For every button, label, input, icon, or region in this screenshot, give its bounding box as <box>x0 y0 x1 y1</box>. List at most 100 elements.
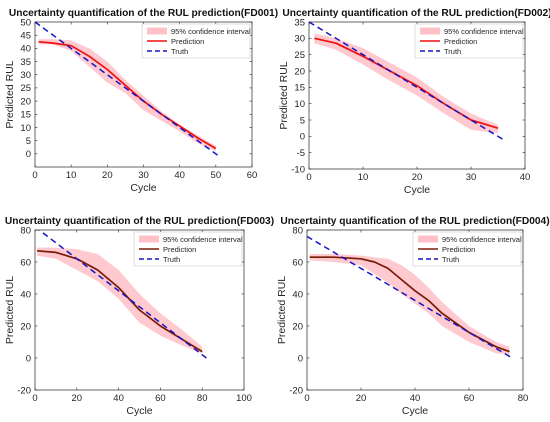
y-axis-label: Predicted RUL <box>4 276 16 344</box>
x-tick-label: 0 <box>306 172 311 183</box>
y-tick-label: 60 <box>20 257 31 268</box>
y-tick-label: 0 <box>26 353 31 364</box>
y-tick-label: 5 <box>300 115 305 126</box>
x-tick-label: 10 <box>66 170 77 181</box>
x-tick-label: 80 <box>197 393 208 404</box>
truth-line <box>35 22 220 158</box>
y-tick-label: 15 <box>20 110 31 121</box>
y-tick-label: 50 <box>20 17 31 28</box>
chart-title: Uncertainty quantification of the RUL pr… <box>5 216 274 227</box>
y-tick-label: 40 <box>292 289 303 300</box>
x-tick-label: 40 <box>174 170 185 181</box>
y-tick-label: 30 <box>20 70 31 81</box>
x-tick-label: 40 <box>113 393 124 404</box>
legend-label: Truth <box>171 47 188 56</box>
confidence-band <box>38 39 216 152</box>
y-tick-label: -10 <box>291 164 305 175</box>
x-axis-label: Cycle <box>402 405 428 417</box>
y-tick-label: 20 <box>20 321 31 332</box>
plot-series <box>309 22 504 141</box>
y-tick-label: 45 <box>20 30 31 41</box>
plot-series <box>37 230 207 359</box>
legend-swatch-band <box>420 27 440 35</box>
x-tick-label: 0 <box>304 393 309 404</box>
y-tick-label: 80 <box>292 225 303 236</box>
y-tick-label: 30 <box>294 34 305 45</box>
x-axis-label: Cycle <box>130 182 156 194</box>
confidence-band <box>309 254 510 355</box>
x-tick-label: 10 <box>358 172 369 183</box>
x-tick-label: 100 <box>236 393 252 404</box>
x-tick-label: 30 <box>138 170 149 181</box>
x-tick-label: 60 <box>155 393 166 404</box>
legend-label: Prediction <box>444 37 477 46</box>
y-tick-label: 20 <box>20 96 31 107</box>
x-axis-label: Cycle <box>126 405 152 417</box>
legend-label: Truth <box>163 255 180 264</box>
y-tick-label: 0 <box>300 132 305 143</box>
chart-panel-1: 0 10 20 30 40 50 6005101520253035404550Uncerta… <box>4 8 278 194</box>
plot-series <box>307 235 513 359</box>
legend-label: Prediction <box>163 245 196 254</box>
x-tick-label: 20 <box>72 393 83 404</box>
y-tick-label: 25 <box>20 83 31 94</box>
legend-label: Prediction <box>442 245 475 254</box>
y-tick-label: 25 <box>294 50 305 61</box>
chart-title: Uncertainty quantification of the RUL pr… <box>280 216 549 227</box>
prediction-line <box>37 249 203 353</box>
y-tick-label: 40 <box>20 44 31 55</box>
y-tick-label: 40 <box>20 289 31 300</box>
y-tick-label: 35 <box>294 17 305 28</box>
legend-label: Truth <box>442 255 459 264</box>
truth-line <box>309 22 504 141</box>
y-tick-label: 0 <box>26 149 31 160</box>
x-tick-label: 40 <box>520 172 531 183</box>
x-tick-label: 50 <box>211 170 222 181</box>
y-tick-label: 15 <box>294 83 305 94</box>
y-tick-label: 0 <box>298 353 303 364</box>
y-axis-label: Predicted RUL <box>4 60 16 128</box>
y-tick-label: -20 <box>17 385 31 396</box>
x-tick-label: 40 <box>410 393 421 404</box>
chart-panel-2: 0 10 20 30 40 -10 -5 0 5 10 15 20 25 30 35Uncertainty … <box>278 8 550 196</box>
truth-line <box>37 230 207 359</box>
legend-label: 95% confidence interval <box>163 235 243 244</box>
y-tick-label: 60 <box>292 257 303 268</box>
chart-title: Uncertainty quantification of the RUL pr… <box>282 8 550 19</box>
y-tick-label: 20 <box>292 321 303 332</box>
legend-swatch-band <box>418 235 438 243</box>
x-axis-label: Cycle <box>404 184 430 196</box>
x-tick-label: 0 <box>32 170 37 181</box>
x-tick-label: 20 <box>356 393 367 404</box>
x-tick-label: 30 <box>466 172 477 183</box>
y-axis-label: Predicted RUL <box>276 276 288 344</box>
x-tick-label: 0 <box>32 393 37 404</box>
x-tick-label: 20 <box>412 172 423 183</box>
legend-label: Truth <box>444 47 461 56</box>
legend-label: 95% confidence interval <box>442 235 522 244</box>
x-tick-label: 60 <box>247 170 258 181</box>
x-tick-label: 60 <box>464 393 475 404</box>
y-tick-label: 10 <box>20 123 31 134</box>
y-tick-label: -5 <box>297 148 305 159</box>
y-tick-label: 20 <box>294 66 305 77</box>
legend-label: Prediction <box>171 37 204 46</box>
x-tick-label: 20 <box>102 170 113 181</box>
y-tick-label: 80 <box>20 225 31 236</box>
x-tick-label: 80 <box>518 393 529 404</box>
legend-swatch-band <box>139 235 159 243</box>
y-tick-label: 5 <box>26 136 31 147</box>
y-tick-label: -20 <box>289 385 303 396</box>
chart-title: Uncertainty quantification of the RUL pr… <box>9 8 278 19</box>
plot-series <box>35 22 220 158</box>
legend-swatch-band <box>147 27 167 35</box>
legend-label: 95% confidence interval <box>444 27 524 36</box>
y-tick-label: 35 <box>20 57 31 68</box>
